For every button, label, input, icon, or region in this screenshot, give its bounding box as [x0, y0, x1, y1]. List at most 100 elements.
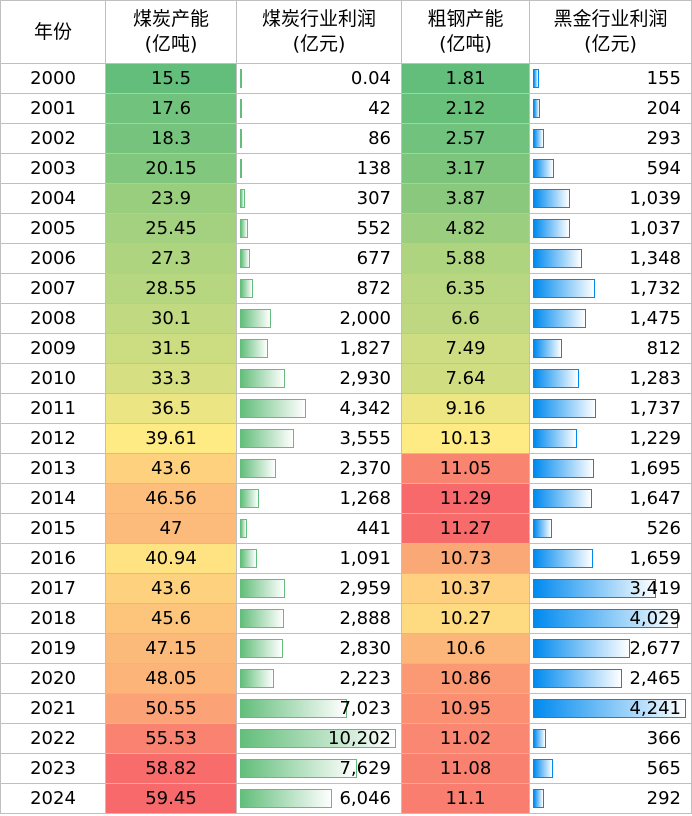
coal-capacity-cell[interactable]: 31.5: [105, 333, 237, 364]
coal-profit-cell[interactable]: 1,091: [236, 543, 402, 574]
year-cell[interactable]: 2018: [0, 603, 106, 634]
steel-capacity-cell[interactable]: 2.12: [401, 93, 530, 124]
coal-profit-cell[interactable]: 2,223: [236, 663, 402, 694]
coal-profit-cell[interactable]: 0.04: [236, 63, 402, 94]
metal-profit-cell[interactable]: 293: [529, 123, 692, 154]
year-cell[interactable]: 2024: [0, 783, 106, 814]
year-cell[interactable]: 2016: [0, 543, 106, 574]
steel-capacity-cell[interactable]: 11.08: [401, 753, 530, 784]
metal-profit-cell[interactable]: 1,348: [529, 243, 692, 274]
year-cell[interactable]: 2007: [0, 273, 106, 304]
coal-profit-cell[interactable]: 10,202: [236, 723, 402, 754]
header-coal-profit[interactable]: 煤炭行业利润 (亿元): [236, 0, 402, 64]
metal-profit-cell[interactable]: 155: [529, 63, 692, 94]
steel-capacity-cell[interactable]: 10.37: [401, 573, 530, 604]
metal-profit-cell[interactable]: 1,039: [529, 183, 692, 214]
steel-capacity-cell[interactable]: 11.1: [401, 783, 530, 814]
metal-profit-cell[interactable]: 812: [529, 333, 692, 364]
coal-profit-cell[interactable]: 1,827: [236, 333, 402, 364]
coal-capacity-cell[interactable]: 58.82: [105, 753, 237, 784]
coal-profit-cell[interactable]: 307: [236, 183, 402, 214]
metal-profit-cell[interactable]: 1,737: [529, 393, 692, 424]
metal-profit-cell[interactable]: 204: [529, 93, 692, 124]
steel-capacity-cell[interactable]: 9.16: [401, 393, 530, 424]
year-cell[interactable]: 2006: [0, 243, 106, 274]
coal-profit-cell[interactable]: 138: [236, 153, 402, 184]
year-cell[interactable]: 2004: [0, 183, 106, 214]
year-cell[interactable]: 2017: [0, 573, 106, 604]
coal-capacity-cell[interactable]: 36.5: [105, 393, 237, 424]
steel-capacity-cell[interactable]: 2.57: [401, 123, 530, 154]
coal-profit-cell[interactable]: 4,342: [236, 393, 402, 424]
coal-profit-cell[interactable]: 2,930: [236, 363, 402, 394]
coal-profit-cell[interactable]: 2,959: [236, 573, 402, 604]
coal-profit-cell[interactable]: 86: [236, 123, 402, 154]
steel-capacity-cell[interactable]: 11.27: [401, 513, 530, 544]
header-metal-profit[interactable]: 黑金行业利润 (亿元): [529, 0, 692, 64]
metal-profit-cell[interactable]: 526: [529, 513, 692, 544]
year-cell[interactable]: 2021: [0, 693, 106, 724]
coal-profit-cell[interactable]: 677: [236, 243, 402, 274]
metal-profit-cell[interactable]: 1,647: [529, 483, 692, 514]
steel-capacity-cell[interactable]: 10.27: [401, 603, 530, 634]
coal-capacity-cell[interactable]: 47.15: [105, 633, 237, 664]
coal-capacity-cell[interactable]: 28.55: [105, 273, 237, 304]
steel-capacity-cell[interactable]: 10.95: [401, 693, 530, 724]
metal-profit-cell[interactable]: 1,475: [529, 303, 692, 334]
metal-profit-cell[interactable]: 4,029: [529, 603, 692, 634]
coal-capacity-cell[interactable]: 43.6: [105, 453, 237, 484]
coal-capacity-cell[interactable]: 40.94: [105, 543, 237, 574]
year-cell[interactable]: 2019: [0, 633, 106, 664]
year-cell[interactable]: 2015: [0, 513, 106, 544]
year-cell[interactable]: 2003: [0, 153, 106, 184]
steel-capacity-cell[interactable]: 11.05: [401, 453, 530, 484]
steel-capacity-cell[interactable]: 6.6: [401, 303, 530, 334]
year-cell[interactable]: 2008: [0, 303, 106, 334]
steel-capacity-cell[interactable]: 6.35: [401, 273, 530, 304]
steel-capacity-cell[interactable]: 7.64: [401, 363, 530, 394]
steel-capacity-cell[interactable]: 10.86: [401, 663, 530, 694]
coal-capacity-cell[interactable]: 59.45: [105, 783, 237, 814]
coal-profit-cell[interactable]: 2,370: [236, 453, 402, 484]
coal-capacity-cell[interactable]: 17.6: [105, 93, 237, 124]
steel-capacity-cell[interactable]: 3.87: [401, 183, 530, 214]
coal-profit-cell[interactable]: 42: [236, 93, 402, 124]
year-cell[interactable]: 2001: [0, 93, 106, 124]
steel-capacity-cell[interactable]: 10.6: [401, 633, 530, 664]
year-cell[interactable]: 2011: [0, 393, 106, 424]
coal-capacity-cell[interactable]: 25.45: [105, 213, 237, 244]
coal-profit-cell[interactable]: 552: [236, 213, 402, 244]
coal-capacity-cell[interactable]: 46.56: [105, 483, 237, 514]
metal-profit-cell[interactable]: 4,241: [529, 693, 692, 724]
coal-profit-cell[interactable]: 7,023: [236, 693, 402, 724]
coal-capacity-cell[interactable]: 47: [105, 513, 237, 544]
metal-profit-cell[interactable]: 2,677: [529, 633, 692, 664]
steel-capacity-cell[interactable]: 1.81: [401, 63, 530, 94]
year-cell[interactable]: 2002: [0, 123, 106, 154]
coal-capacity-cell[interactable]: 33.3: [105, 363, 237, 394]
steel-capacity-cell[interactable]: 10.13: [401, 423, 530, 454]
year-cell[interactable]: 2022: [0, 723, 106, 754]
steel-capacity-cell[interactable]: 3.17: [401, 153, 530, 184]
metal-profit-cell[interactable]: 3,419: [529, 573, 692, 604]
coal-profit-cell[interactable]: 2,000: [236, 303, 402, 334]
coal-capacity-cell[interactable]: 30.1: [105, 303, 237, 334]
steel-capacity-cell[interactable]: 4.82: [401, 213, 530, 244]
steel-capacity-cell[interactable]: 11.29: [401, 483, 530, 514]
metal-profit-cell[interactable]: 1,659: [529, 543, 692, 574]
year-cell[interactable]: 2009: [0, 333, 106, 364]
coal-capacity-cell[interactable]: 23.9: [105, 183, 237, 214]
metal-profit-cell[interactable]: 1,732: [529, 273, 692, 304]
coal-capacity-cell[interactable]: 18.3: [105, 123, 237, 154]
coal-profit-cell[interactable]: 2,888: [236, 603, 402, 634]
year-cell[interactable]: 2020: [0, 663, 106, 694]
coal-capacity-cell[interactable]: 39.61: [105, 423, 237, 454]
metal-profit-cell[interactable]: 1,037: [529, 213, 692, 244]
coal-profit-cell[interactable]: 441: [236, 513, 402, 544]
coal-capacity-cell[interactable]: 48.05: [105, 663, 237, 694]
metal-profit-cell[interactable]: 292: [529, 783, 692, 814]
coal-capacity-cell[interactable]: 27.3: [105, 243, 237, 274]
year-cell[interactable]: 2023: [0, 753, 106, 784]
steel-capacity-cell[interactable]: 11.02: [401, 723, 530, 754]
header-year[interactable]: 年份: [0, 0, 106, 64]
